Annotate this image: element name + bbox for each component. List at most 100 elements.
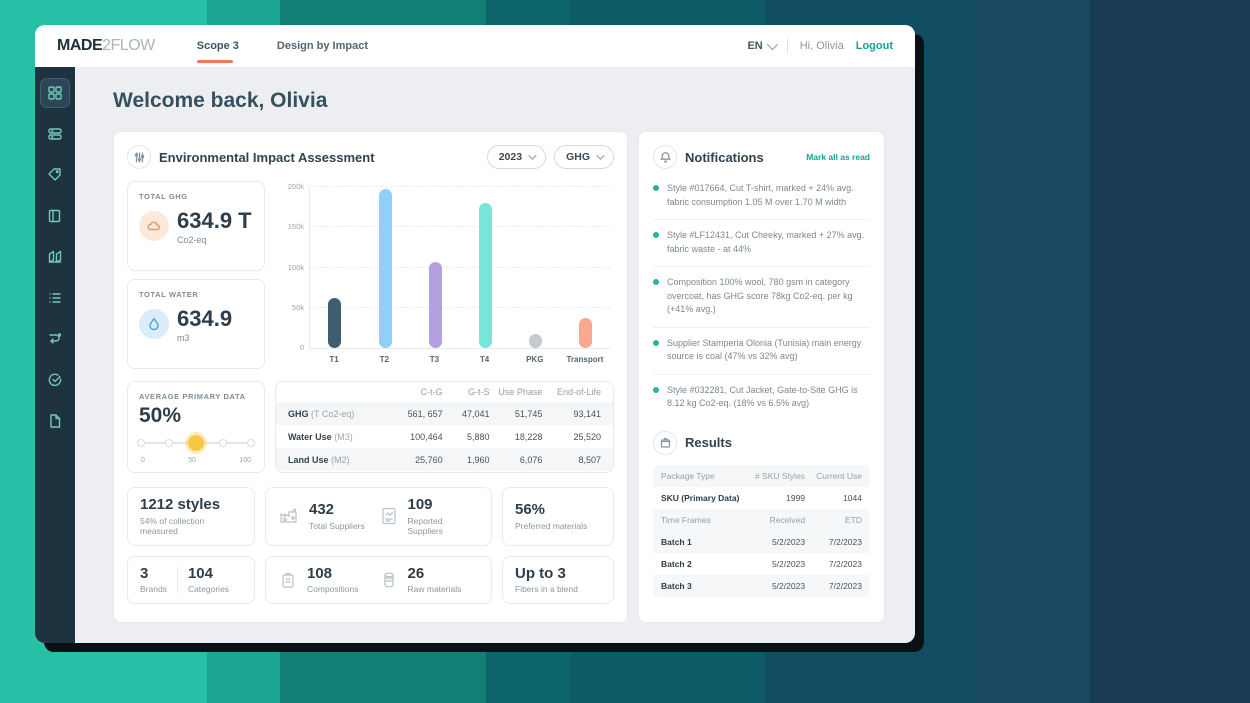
sidebar-item-flow[interactable] (41, 325, 69, 353)
fibers-card: Up to 3 Fibers in a blend (502, 555, 614, 604)
sidebar-item-reports[interactable] (41, 243, 69, 271)
bar-T2 (378, 189, 392, 348)
section-title: Environmental Impact Assessment (159, 149, 375, 165)
check-circle-icon (48, 373, 62, 387)
total-suppliers-label: Total Suppliers (309, 520, 365, 531)
book-icon (48, 209, 61, 223)
environmental-impact-card: Environmental Impact Assessment 2023 GHG… (113, 131, 628, 623)
styles-stat-card: 1212 styles 54% of collection measured (127, 487, 255, 546)
bar-T1 (328, 298, 342, 348)
page-title: Welcome back, Olivia (113, 89, 328, 112)
batch-row: Batch 1 5/2/2023 7/2/2023 (653, 530, 870, 553)
notification-bullet-icon (653, 279, 659, 285)
chevron-down-icon (766, 38, 778, 51)
tab-scope-3[interactable]: Scope 3 (196, 25, 239, 67)
language-selector[interactable]: EN (747, 38, 778, 52)
y-axis-tick: 150k (287, 222, 304, 232)
results-title: Results (685, 435, 732, 450)
notification-bullet-icon (653, 232, 659, 238)
fibers-label: Fibers in a blend (515, 584, 578, 594)
styles-value: 1212 styles (140, 496, 221, 513)
notification-item: Style #017664, Cut T-shirt, marked + 24%… (653, 173, 870, 220)
year-filter-dropdown[interactable]: 2023 (486, 145, 547, 169)
total-water-unit: m3 (177, 333, 190, 344)
chart-x-labels: T1 T2 T3 T4 PKG Transport (309, 349, 610, 369)
slider-max-label: 100 (239, 457, 251, 464)
sidebar-item-library[interactable] (41, 202, 69, 230)
brands-categories-card: 3 Brands 104 Categories (127, 555, 255, 604)
brands-label: Brands (140, 584, 167, 594)
user-greeting: Hi, Olivia (799, 40, 844, 52)
x-axis-label: PKG (526, 354, 544, 364)
list-icon (49, 293, 61, 303)
sidebar-item-tags[interactable] (41, 161, 69, 189)
topbar-right: EN Hi, Olivia Logout (747, 38, 893, 54)
logout-button[interactable]: Logout (855, 40, 893, 52)
styles-sub: 54% of collection measured (140, 515, 205, 536)
stats-row-1: 1212 styles 54% of collection measured 4… (127, 487, 614, 546)
tab-design-by-impact[interactable]: Design by Impact (276, 40, 368, 52)
metric-filter-value: GHG (566, 151, 590, 163)
mark-all-as-read-link[interactable]: Mark all as read (806, 152, 870, 162)
report-document-icon (381, 508, 396, 525)
slider-handle[interactable] (188, 435, 204, 451)
impact-table-row: Water Use (M3) 100,464 5,880 18,228 25,520 (288, 431, 601, 442)
notifications-title: Notifications (685, 149, 764, 165)
y-axis-tick: 100k (287, 262, 304, 272)
sidebar-item-dashboard[interactable] (40, 78, 70, 108)
notification-bullet-icon (653, 185, 659, 191)
y-axis-tick: 0 (299, 343, 304, 352)
sidebar-item-list[interactable] (41, 284, 69, 312)
sku-row: SKU (Primary Data) 1999 1044 (661, 492, 862, 503)
nav-tabs: Scope 3 Design by Impact (196, 25, 368, 67)
avg-primary-value: 50% (139, 404, 182, 427)
x-axis-label: T4 (479, 354, 490, 364)
year-filter-value: 2023 (498, 151, 523, 163)
total-water-value: 634.9 (177, 306, 233, 331)
bar-T3 (428, 261, 442, 348)
impact-table-row: GHG (T Co2-eq) 561, 657 47,041 51,745 93,141 (276, 402, 613, 425)
stats-row-2: 3 Brands 104 Categories (127, 555, 614, 604)
compositions-label: Compositions (307, 584, 359, 594)
language-value: EN (747, 40, 763, 52)
preferred-materials-label: Preferred materials (515, 520, 588, 531)
flow-icon (49, 333, 62, 344)
reported-suppliers-label: Reported Suppliers (407, 515, 443, 536)
logo-light: 2FLOW (102, 37, 155, 54)
categories-label: Categories (187, 584, 230, 594)
metric-filter-dropdown[interactable]: GHG (554, 145, 614, 169)
factory-icon (280, 509, 297, 523)
bar-Transport (578, 318, 592, 348)
reported-suppliers-value: 109 (407, 496, 433, 513)
cloud-icon (139, 211, 169, 241)
slider-min-label: 0 (141, 457, 145, 464)
bar-T4 (478, 203, 492, 348)
results-header-row: Package Type # SKU Styles Current Use (653, 464, 870, 487)
gridline (310, 226, 610, 228)
sidebar (35, 67, 75, 643)
x-axis-label: T3 (429, 354, 440, 364)
gridline (310, 306, 610, 308)
file-icon (50, 414, 61, 428)
impact-bar-chart: 0 50k 100k 150k 200k T1 T2 T3 T4 PKG Transport (275, 181, 614, 369)
sidebar-item-data[interactable] (41, 120, 69, 148)
notification-item: Supplier Stamperia Olonia (Tunisia) main… (653, 328, 870, 375)
dashboard-grid-icon (48, 86, 62, 100)
chevron-down-icon (596, 151, 605, 160)
top-navbar: MADE2FLOW Scope 3 Design by Impact EN Hi… (35, 25, 915, 67)
notification-bullet-icon (653, 386, 659, 393)
sidebar-item-documents[interactable] (41, 407, 69, 435)
average-primary-data-card: AVERAGE PRIMARY DATA 50% (127, 381, 265, 473)
impact-table-header: C-t-G G-t-S Use Phase End-of-Life (420, 387, 601, 397)
composition-icon (282, 572, 294, 588)
yarn-spool-icon (383, 572, 394, 588)
tag-icon (48, 168, 61, 181)
notifications-results-panel: Notifications Mark all as read Style #01… (638, 131, 885, 623)
x-axis-label: T1 (329, 354, 339, 364)
logo-bold: MADE (57, 37, 103, 54)
slider-stop-75 (219, 439, 228, 447)
logo[interactable]: MADE2FLOW (57, 37, 155, 55)
slider-mid-label: 50 (188, 457, 196, 464)
sidebar-item-approvals[interactable] (41, 366, 69, 394)
